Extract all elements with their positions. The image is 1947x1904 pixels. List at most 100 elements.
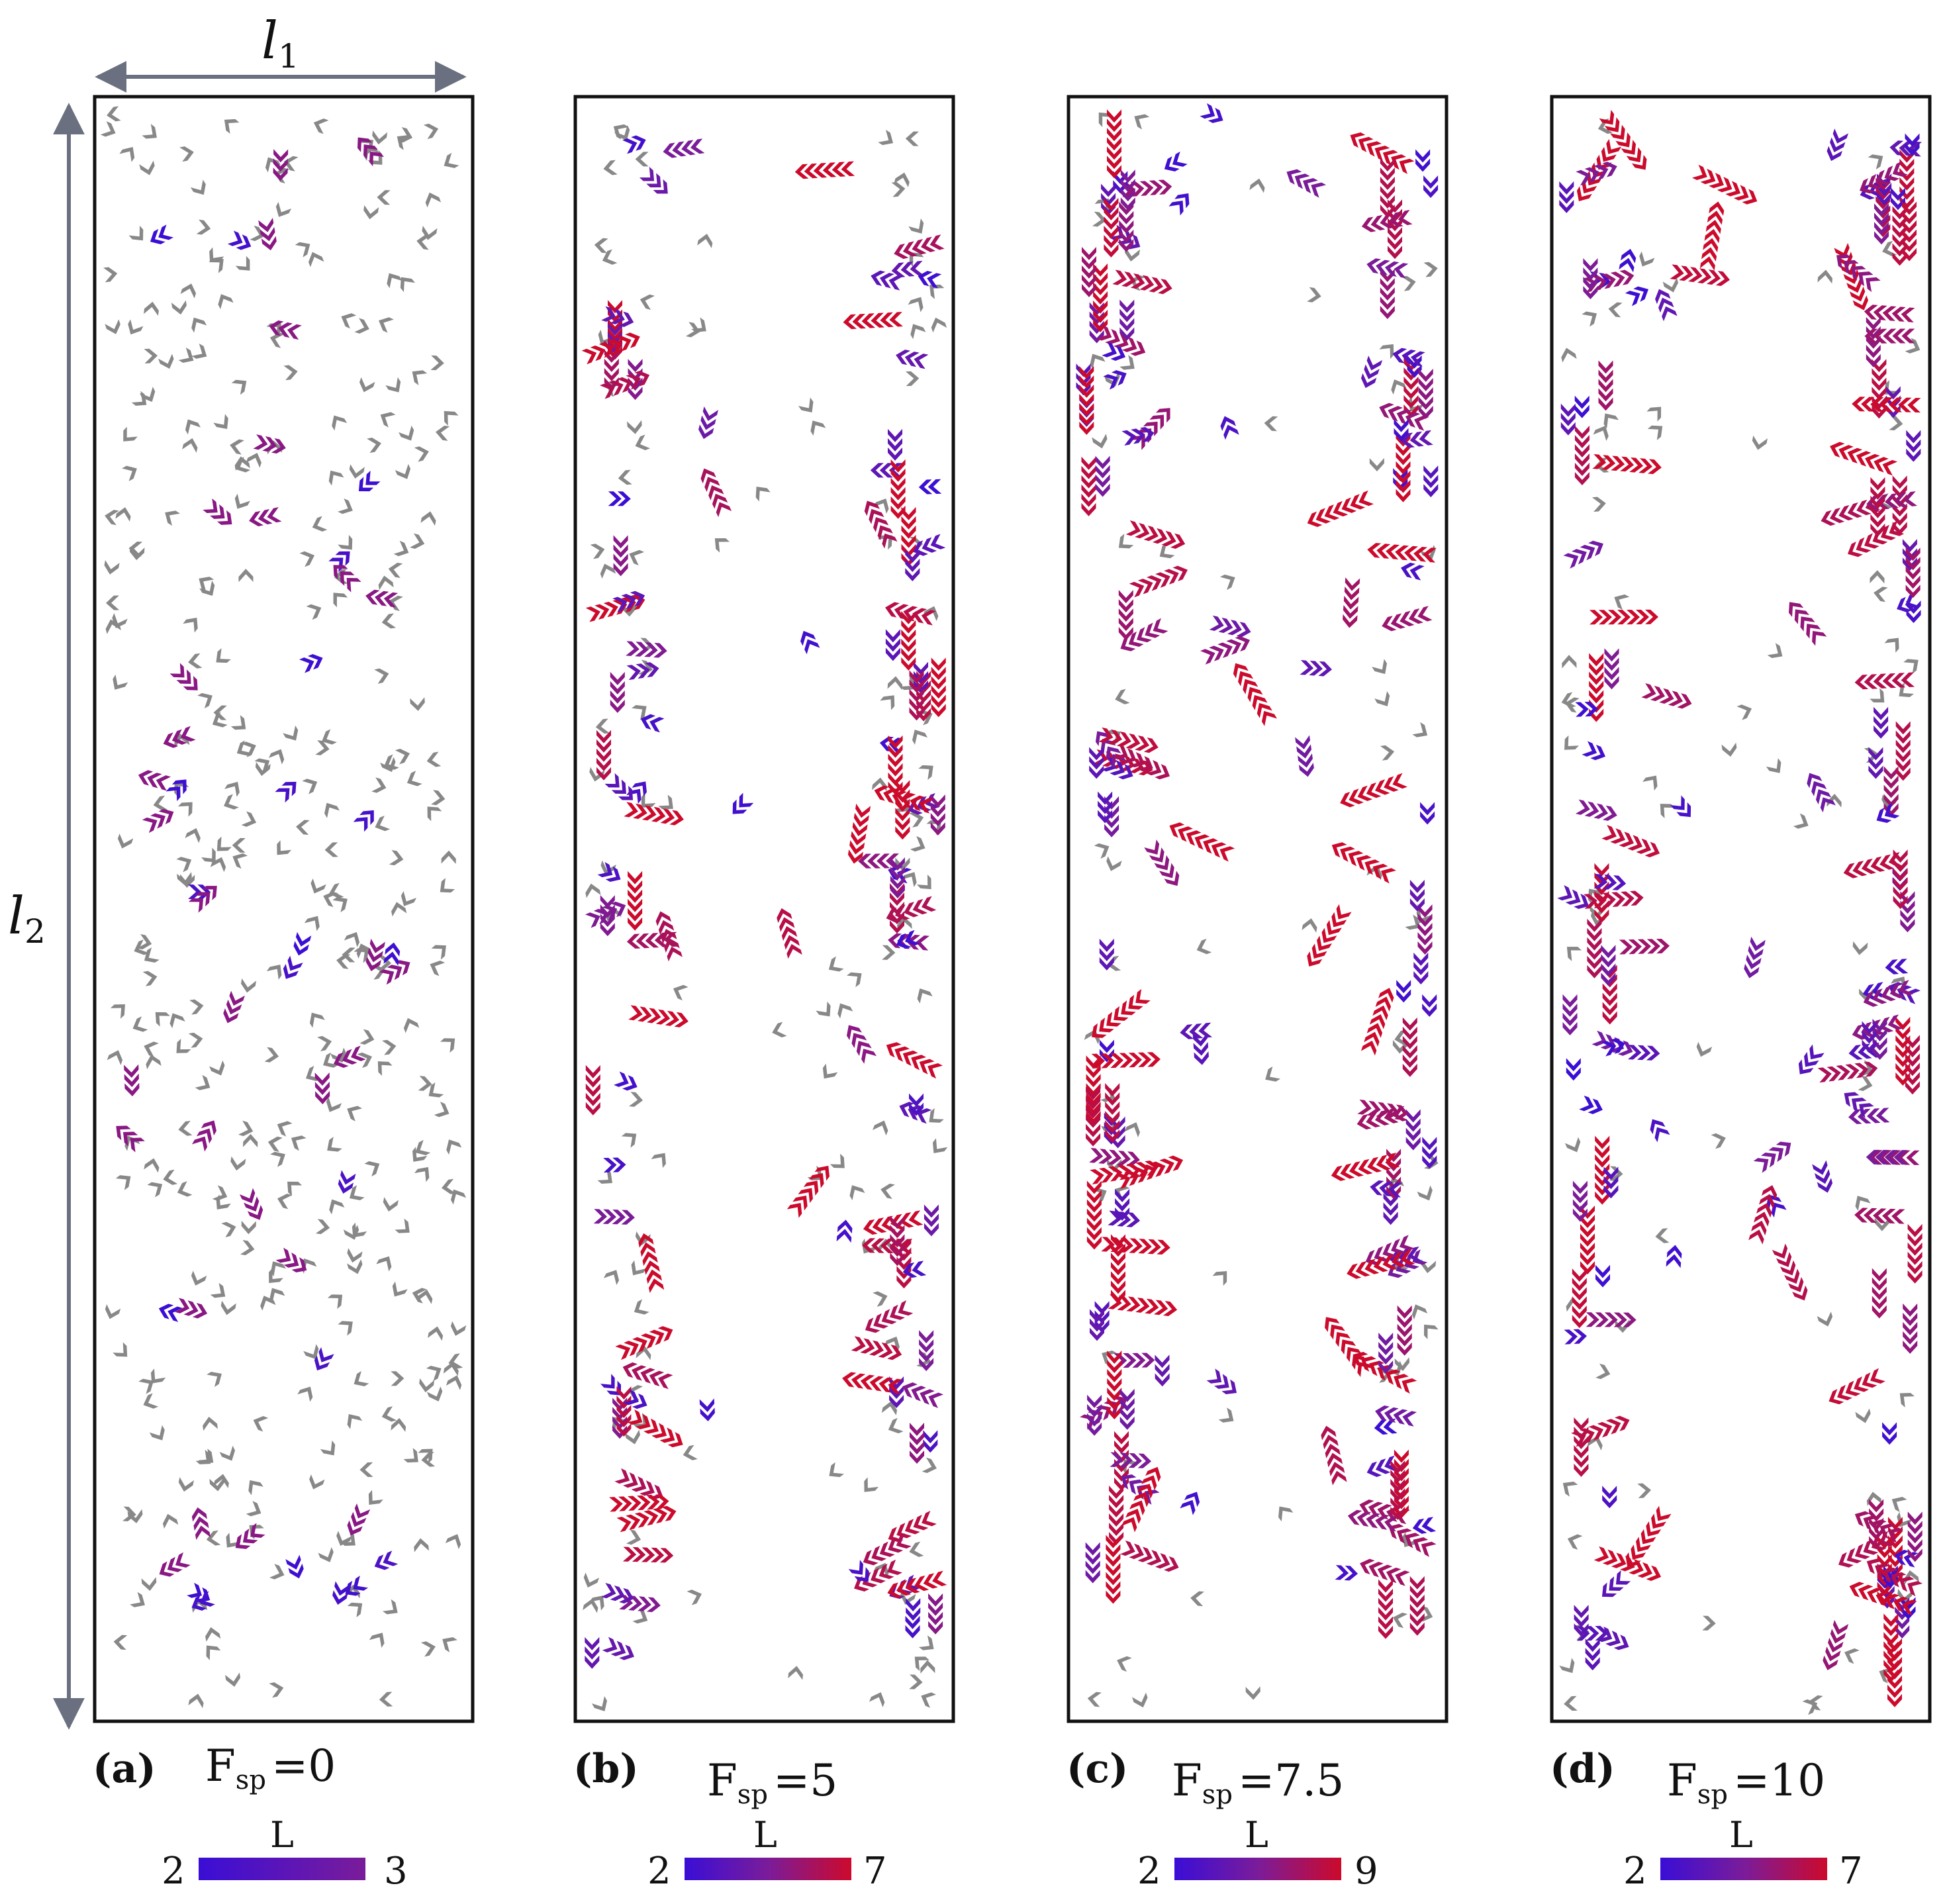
particle [379,969,395,985]
particle [628,1092,643,1107]
particle [143,1393,159,1409]
particle [885,638,900,652]
particle [1592,275,1607,291]
particle [1861,397,1875,412]
particle [158,808,174,825]
particle [1392,1252,1407,1268]
particle [1615,1570,1631,1585]
particle [1895,1016,1911,1030]
particle [613,124,629,140]
particle [1851,1097,1867,1113]
particle [1705,220,1721,234]
particle [1417,941,1433,955]
particle [253,1416,269,1432]
particle [1121,747,1137,764]
particle [1135,988,1151,1004]
particle [634,1512,649,1528]
particle [1358,1159,1373,1175]
particle [655,911,671,926]
particle [755,487,771,502]
particle [191,1507,207,1522]
particle [202,886,217,900]
particle [277,1194,293,1210]
particle [629,549,645,566]
particle [1090,1318,1104,1332]
particle [295,931,312,947]
particle [1159,1159,1174,1174]
particle [163,732,179,748]
particle [1593,803,1609,819]
particle [1394,418,1409,432]
particle [1114,1431,1129,1445]
particle [702,406,718,421]
particle [1155,1552,1170,1569]
particle [1375,996,1392,1012]
particle [1561,692,1576,708]
particle [921,610,936,626]
particle [585,1646,600,1660]
particle [879,273,894,289]
particle [700,1407,715,1421]
particle [1846,277,1862,293]
particle [605,866,621,882]
particle [1417,1605,1433,1622]
particle [617,377,632,393]
particle [916,1351,931,1367]
particle [1860,184,1875,200]
particle [1163,1301,1178,1316]
particle [1396,989,1411,1003]
particle [1119,229,1134,243]
particle [341,313,357,329]
particle [1588,888,1603,904]
particle [914,1575,929,1592]
particle [613,563,628,577]
particle [323,1052,338,1068]
particle [1192,1033,1208,1047]
particle [1119,220,1134,234]
particle [929,284,945,299]
particle [849,840,865,855]
particle [1614,1415,1630,1431]
particle [250,225,265,242]
particle [1400,610,1415,626]
particle [1647,459,1662,475]
particle [1883,785,1899,798]
panel-d-colorbar-title: L [1729,1814,1753,1856]
particle [585,1065,600,1078]
particle [1666,1254,1682,1268]
particle [646,1008,661,1023]
particle [1105,1083,1120,1096]
particle [646,173,661,187]
particle [601,306,616,322]
particle [1390,1460,1405,1474]
particle [180,283,197,299]
particle [618,1496,632,1511]
particle [412,1288,427,1304]
particle [627,420,642,434]
particle [1343,614,1358,628]
particle [631,135,646,151]
panel-a-particles [100,106,467,1709]
particle [900,262,915,277]
particle [638,1233,654,1248]
particle [851,831,867,845]
particle [336,953,351,969]
particle [860,1338,875,1354]
panel-a-force-label: Fsp =0 [205,1740,336,1795]
particle [1721,742,1737,757]
particle [167,1306,183,1322]
particle [1099,1018,1114,1033]
particle [1307,511,1323,528]
particle [393,540,409,557]
particle [1905,575,1921,589]
particle [1121,271,1136,287]
particle [1130,340,1146,356]
particle [344,931,360,947]
particle [1564,1329,1578,1345]
particle [1110,345,1126,361]
particle [1380,297,1395,310]
particle [1344,586,1360,600]
particle [600,860,616,875]
particle [700,468,716,484]
particle [1817,269,1832,284]
